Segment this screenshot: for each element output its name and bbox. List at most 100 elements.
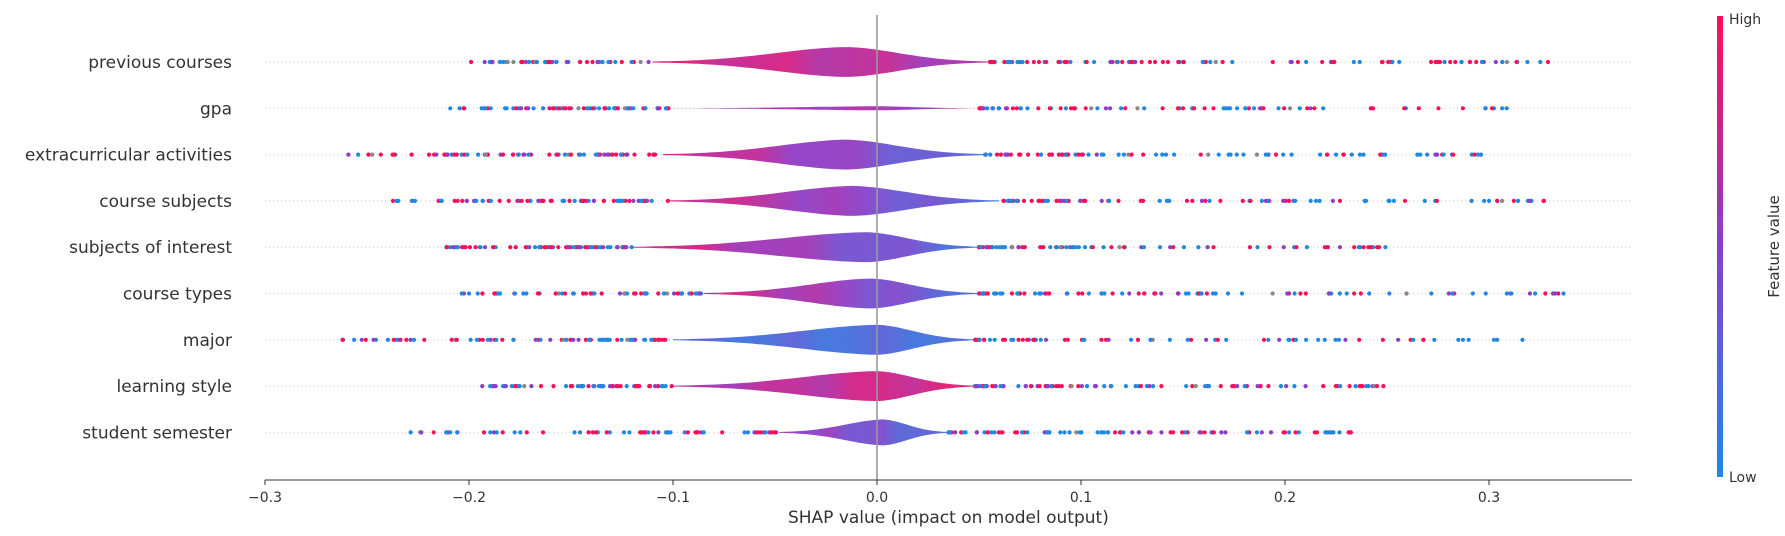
shap-point bbox=[1327, 430, 1332, 435]
shap-point bbox=[551, 106, 556, 111]
shap-point bbox=[1251, 106, 1257, 111]
shap-point bbox=[1285, 291, 1290, 296]
shap-point bbox=[1241, 152, 1246, 157]
violin-body bbox=[673, 106, 979, 111]
shap-point bbox=[521, 291, 526, 296]
x-axis-title: SHAP value (impact on model output) bbox=[788, 508, 1109, 528]
shap-point bbox=[568, 337, 573, 342]
shap-point bbox=[1242, 384, 1247, 389]
shap-point bbox=[1358, 291, 1363, 296]
shap-point bbox=[647, 384, 652, 389]
shap-point bbox=[590, 430, 595, 435]
shap-point bbox=[1219, 430, 1224, 435]
shap-point bbox=[577, 430, 583, 435]
shap-point bbox=[991, 59, 996, 65]
shap-point bbox=[396, 337, 401, 342]
shap-point bbox=[561, 337, 566, 342]
shap-point bbox=[340, 337, 345, 342]
x-tick-label: −0.3 bbox=[248, 490, 282, 506]
shap-point bbox=[1102, 384, 1107, 389]
shap-point bbox=[608, 245, 613, 250]
shap-point bbox=[525, 198, 530, 203]
shap-point bbox=[1041, 245, 1046, 250]
shap-point bbox=[553, 291, 558, 296]
shap-point bbox=[1036, 106, 1041, 111]
shap-point bbox=[475, 152, 481, 157]
shap-point bbox=[1404, 291, 1409, 296]
shap-point bbox=[533, 337, 538, 342]
shap-point bbox=[1346, 430, 1351, 435]
shap-point bbox=[1289, 59, 1294, 65]
shap-point bbox=[513, 245, 518, 250]
shap-point bbox=[1337, 245, 1343, 250]
violin-body bbox=[673, 371, 975, 401]
shap-point bbox=[475, 291, 480, 296]
shap-point bbox=[591, 198, 596, 203]
shap-point bbox=[517, 384, 522, 389]
shap-point bbox=[632, 152, 637, 157]
shap-point bbox=[1325, 152, 1330, 157]
shap-point bbox=[671, 291, 677, 296]
shap-point bbox=[1180, 59, 1186, 65]
shap-point bbox=[1120, 291, 1125, 296]
shap-point bbox=[1556, 291, 1561, 296]
shap-point bbox=[346, 152, 351, 157]
shap-point bbox=[639, 198, 644, 203]
shap-point bbox=[1304, 245, 1310, 250]
shap-point bbox=[952, 430, 958, 435]
shap-point bbox=[1292, 291, 1297, 296]
shap-point bbox=[1287, 430, 1292, 435]
shap-point bbox=[627, 198, 632, 203]
x-tick-label: −0.1 bbox=[656, 490, 690, 506]
shap-point bbox=[1380, 337, 1385, 342]
shap-point bbox=[593, 245, 598, 250]
shap-point bbox=[378, 152, 383, 157]
shap-point bbox=[1206, 152, 1211, 157]
shap-point bbox=[1293, 430, 1298, 435]
shap-point bbox=[1442, 59, 1447, 65]
shap-point bbox=[1038, 245, 1043, 250]
shap-point bbox=[985, 106, 990, 111]
shap-point bbox=[1467, 59, 1472, 65]
shap-point bbox=[1045, 384, 1050, 389]
shap-point bbox=[511, 152, 516, 157]
shap-point bbox=[497, 198, 502, 203]
shap-point bbox=[656, 430, 661, 435]
shap-point bbox=[1047, 106, 1052, 111]
shap-point bbox=[1008, 152, 1013, 157]
shap-point bbox=[1066, 152, 1071, 157]
shap-point bbox=[1322, 337, 1327, 342]
shap-point bbox=[1230, 384, 1235, 389]
shap-point bbox=[1043, 337, 1049, 342]
x-tick-label: 0.1 bbox=[1070, 490, 1092, 506]
shap-point bbox=[1036, 59, 1042, 65]
shap-point bbox=[504, 106, 509, 111]
shap-point bbox=[1220, 59, 1225, 65]
shap-point bbox=[978, 245, 983, 250]
violin-body bbox=[652, 47, 990, 77]
shap-point bbox=[611, 198, 616, 203]
shap-point bbox=[659, 337, 664, 342]
shap-point bbox=[1321, 384, 1326, 389]
shap-point bbox=[1084, 384, 1090, 389]
shap-point bbox=[1317, 198, 1322, 203]
shap-point bbox=[488, 198, 493, 203]
shap-point bbox=[1330, 59, 1336, 65]
shap-point bbox=[1257, 106, 1263, 111]
shap-point bbox=[356, 152, 361, 157]
shap-point bbox=[572, 430, 577, 435]
shap-point bbox=[1312, 106, 1317, 111]
shap-point bbox=[633, 384, 638, 389]
shap-point bbox=[1123, 106, 1128, 111]
shap-point bbox=[593, 152, 599, 157]
shap-point bbox=[523, 59, 528, 65]
shap-point bbox=[1215, 337, 1220, 342]
shap-point bbox=[1312, 430, 1317, 435]
shap-point bbox=[1157, 245, 1163, 250]
shap-point bbox=[605, 152, 610, 157]
shap-point bbox=[408, 337, 413, 342]
shap-point bbox=[1500, 106, 1505, 111]
shap-point bbox=[974, 337, 979, 342]
shap-point bbox=[606, 59, 611, 65]
